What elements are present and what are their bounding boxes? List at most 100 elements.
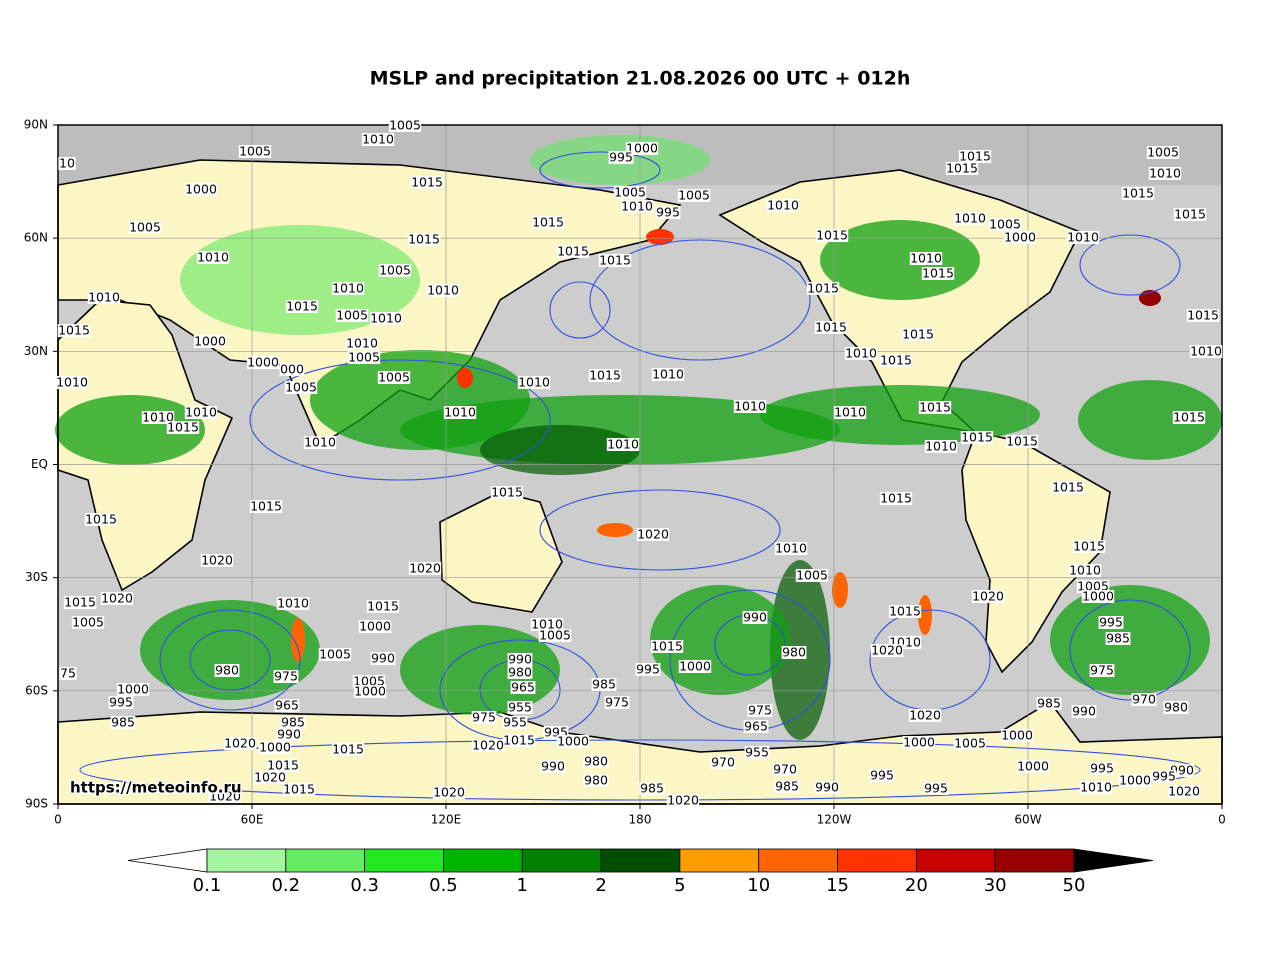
isobar-label-box: [285, 300, 319, 313]
isobar-label-box: [766, 199, 800, 212]
isobar: [549, 281, 611, 339]
isobar-label: 990: [815, 780, 839, 795]
isobar-label-box: [1173, 208, 1207, 221]
isobar-label: 975: [1090, 663, 1114, 678]
isobar-label-box: [833, 406, 867, 419]
heavy-precip: [832, 572, 848, 608]
isobar-label: 1010: [197, 250, 229, 265]
isobar-label: 975: [472, 710, 496, 725]
isobar-label: 1010: [607, 437, 639, 452]
isobar-label: 975: [748, 703, 772, 718]
isobar-label-box: [1163, 701, 1189, 714]
isobar-label: 980: [782, 645, 806, 660]
isobar-label-box: [108, 696, 134, 709]
isobar-label-box: [361, 133, 395, 146]
isobar-label-box: [635, 663, 661, 676]
isobar-label: 970: [1132, 692, 1156, 707]
isobar-label: 1010: [1069, 563, 1101, 578]
isobar-label: 1000: [1001, 728, 1033, 743]
isobar-label-box: [1016, 760, 1050, 773]
isobar-label: 1010: [304, 435, 336, 450]
isobar-label-box: [795, 569, 829, 582]
isobar-label-box: [625, 142, 659, 155]
colorbar-bin: [758, 848, 838, 873]
isobar-label-box: [358, 620, 392, 633]
isobar-label-box: [583, 774, 609, 787]
isobar: [539, 489, 781, 571]
isobar-label-box: [407, 233, 441, 246]
isobar-label: 1010: [845, 346, 877, 361]
isobar-label-box: [443, 406, 477, 419]
isobar-label-box: [1089, 762, 1115, 775]
isobar-label-box: [814, 321, 848, 334]
isobar-label: 1015: [283, 782, 315, 797]
isobar-label: 1015: [959, 149, 991, 164]
isobar-label-box: [879, 354, 913, 367]
heavy-precip: [918, 595, 932, 635]
heavy-precip: [291, 618, 305, 662]
colorbar-bin: [443, 848, 523, 873]
isobar-label: 1015: [902, 327, 934, 342]
isobar-label-box: [639, 782, 665, 795]
colorbar-label: 5: [674, 875, 685, 896]
precip-area: [480, 425, 640, 475]
y-tick-label: 90N: [24, 118, 48, 132]
isobar-label-box: [923, 782, 949, 795]
x-tick-label: 120E: [431, 813, 462, 827]
isobar-label-box: [613, 186, 647, 199]
isobar-label: 1015: [880, 353, 912, 368]
isobar-label: 1015: [286, 299, 318, 314]
isobar-label-box: [331, 282, 365, 295]
isobar-label: 1010: [362, 132, 394, 147]
isobar-label-box: [196, 251, 230, 264]
isobar-label-box: [318, 648, 352, 661]
isobar-label: 1010: [88, 290, 120, 305]
isobar-label: 1000: [626, 141, 658, 156]
isobar: [189, 629, 271, 691]
isobar-label: 1015: [557, 244, 589, 259]
isobar-label-box: [747, 704, 773, 717]
isobar-label-box: [710, 756, 736, 769]
isobar-label-box: [655, 206, 681, 219]
isobar-label-box: [806, 282, 840, 295]
isobar-label: 1005: [796, 568, 828, 583]
isobar-label-box: [238, 145, 272, 158]
isobar-label-box: [507, 666, 533, 679]
isobar-label-box: [347, 351, 381, 364]
isobar-label-box: [1081, 590, 1115, 603]
colorbar-bin: [994, 848, 1075, 873]
isobar-label-box: [223, 737, 257, 750]
precip-area: [760, 385, 1040, 445]
colorbar-bin: [285, 848, 366, 873]
isobar-label-box: [744, 746, 770, 759]
isobar-label-box: [200, 554, 234, 567]
isobar-label: 1015: [589, 368, 621, 383]
isobar-label-box: [1068, 564, 1102, 577]
isobar-label-box: [908, 709, 942, 722]
isobar-label: 1010: [1149, 166, 1181, 181]
isobar-label: 1010: [652, 367, 684, 382]
isobar-label: 990: [277, 727, 301, 742]
isobar-label: 965: [275, 698, 299, 713]
isobar-label: 1010: [142, 410, 174, 425]
isobar-label-box: [58, 157, 76, 170]
isobar-label-box: [71, 616, 105, 629]
isobar-label-box: [598, 254, 632, 267]
isobar-label-box: [678, 660, 712, 673]
isobar-label: 1020: [472, 738, 504, 753]
heavy-precip: [597, 523, 633, 537]
isobar-label: 1005: [319, 647, 351, 662]
colorbar-bin: [364, 848, 444, 873]
isobar-label: 995: [1099, 615, 1123, 630]
isobar-label: 1000: [1119, 773, 1151, 788]
colorbar-label: 0.5: [429, 875, 458, 896]
isobar-label: 1000: [259, 740, 291, 755]
isobar-label-box: [844, 347, 878, 360]
precip-area: [180, 225, 420, 335]
isobar-label: 1000: [117, 682, 149, 697]
isobar-label-box: [918, 401, 952, 414]
isobar-label-box: [214, 664, 240, 677]
isobar-label-box: [517, 376, 551, 389]
isobar-label-box: [280, 716, 306, 729]
isobar-label: 980: [215, 663, 239, 678]
